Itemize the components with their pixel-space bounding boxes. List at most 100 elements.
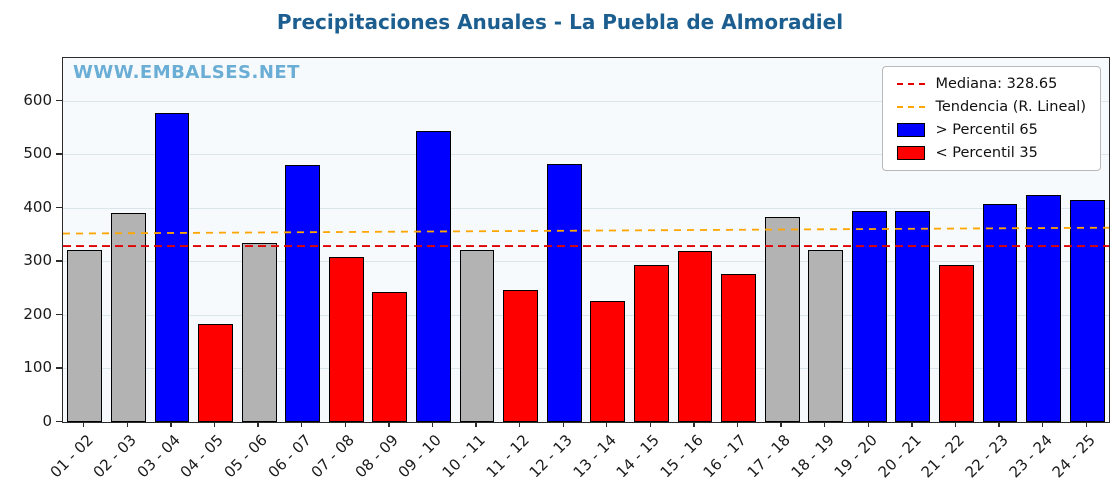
x-tick-mark [693, 422, 695, 427]
y-tick-mark [56, 367, 62, 369]
x-tick-mark [954, 422, 957, 427]
x-tick-label: 23 - 24 [1005, 431, 1056, 482]
legend-patch-swatch [897, 146, 926, 160]
legend: Mediana: 328.65 Tendencia (R. Lineal) > Pe… [882, 66, 1101, 171]
bar-16-17 [721, 273, 756, 422]
x-tick-label: 19 - 20 [830, 431, 882, 482]
y-tick-label: 500 [23, 144, 52, 163]
x-tick-label: 10 - 11 [438, 431, 489, 482]
x-tick-label: 24 - 25 [1048, 431, 1099, 482]
y-tick-label: 0 [42, 412, 52, 430]
x-tick-mark [170, 422, 172, 427]
legend-label: < Percentil 35 [935, 145, 1038, 161]
x-tick-mark [431, 422, 434, 427]
x-tick-mark [606, 422, 608, 427]
bar-23-24 [1026, 195, 1062, 422]
y-tick-mark [56, 99, 62, 102]
x-tick-label: 17 - 18 [743, 431, 794, 482]
x-tick-label: 02 - 03 [89, 431, 141, 482]
y-tick-label: 100 [23, 358, 52, 377]
bar-11-12 [503, 289, 539, 422]
x-tick-label: 15 - 16 [656, 431, 707, 482]
x-tick-mark [83, 422, 85, 427]
legend-label: Mediana: 328.65 [935, 76, 1058, 92]
legend-label: > Percentil 65 [935, 122, 1038, 138]
x-tick-label: 21 - 22 [917, 431, 969, 482]
x-tick-mark [824, 422, 826, 427]
bar-17-18 [764, 216, 800, 422]
bar-08-09 [372, 291, 408, 422]
x-tick-mark [736, 422, 739, 427]
bar-14-15 [633, 265, 669, 422]
bar-18-19 [808, 249, 844, 422]
legend-patch-swatch [897, 123, 926, 137]
x-tick-label: 01 - 02 [46, 431, 97, 482]
bar-06-07 [285, 164, 321, 422]
x-axis: 01 - 02 02 - 03 03 - 04 04 - 05 05 - 06 06 - … [46, 421, 1108, 499]
legend-item: Mediana: 328.65 [897, 76, 1086, 92]
x-tick-mark [649, 422, 652, 427]
x-tick-mark [213, 422, 216, 427]
legend-item: < Percentil 35 [897, 145, 1086, 161]
x-tick-label: 04 - 05 [176, 431, 228, 482]
bar-12-13 [546, 164, 582, 422]
bar-09-10 [416, 131, 451, 422]
legend-dashed-line-swatch [897, 106, 926, 108]
y-tick-mark [56, 421, 62, 423]
x-tick-mark [475, 422, 477, 427]
y-tick-label: 400 [23, 197, 52, 216]
bar-24-25 [1069, 199, 1105, 422]
bar-02-03 [110, 213, 146, 422]
x-tick-label: 03 - 04 [133, 431, 184, 482]
bar-15-16 [677, 251, 713, 422]
x-tick-label: 14 - 15 [612, 431, 664, 482]
y-tick-mark [56, 313, 62, 316]
legend-label: Tendencia (R. Lineal) [935, 99, 1086, 115]
gridline [63, 207, 1109, 209]
x-tick-mark [518, 422, 521, 427]
y-tick-mark [56, 153, 62, 155]
bar-07-08 [328, 257, 364, 422]
x-tick-mark [257, 422, 259, 427]
gridline [63, 261, 1109, 263]
bar-05-06 [241, 243, 277, 422]
x-tick-mark [344, 422, 346, 427]
bar-20-21 [895, 211, 931, 422]
gridline [63, 314, 1109, 316]
y-tick-mark [56, 206, 62, 209]
x-tick-label: 20 - 21 [874, 431, 925, 482]
plot-area: WWW.EMBALSES.NET Mediana: 328.65 Tendenci… [62, 57, 1110, 423]
y-tick-label: 300 [23, 251, 52, 270]
bar-10-11 [459, 249, 495, 422]
legend-item: > Percentil 65 [897, 122, 1086, 138]
bar-01-02 [67, 249, 103, 422]
x-tick-mark [867, 422, 869, 427]
x-tick-mark [126, 422, 129, 427]
x-tick-label: 07 - 08 [307, 431, 359, 482]
x-tick-label: 06 - 07 [264, 431, 315, 482]
gridline [63, 154, 1109, 156]
x-tick-label: 08 - 09 [351, 431, 402, 482]
x-tick-label: 12 - 13 [525, 431, 576, 482]
watermark: WWW.EMBALSES.NET [73, 62, 300, 83]
x-tick-label: 11 - 12 [482, 431, 533, 482]
bar-04-05 [198, 324, 233, 422]
legend-dashed-line-swatch [897, 83, 926, 85]
bar-21-22 [939, 265, 974, 422]
x-tick-mark [301, 422, 303, 427]
x-tick-label: 05 - 06 [220, 431, 271, 482]
gridline [63, 368, 1109, 370]
x-tick-mark [780, 422, 782, 427]
bar-22-23 [982, 203, 1018, 422]
x-tick-label: 09 - 10 [394, 431, 446, 482]
x-tick-mark [562, 422, 564, 427]
y-tick-mark [56, 260, 62, 262]
chart-title: Precipitaciones Anuales - La Puebla de A… [276, 10, 844, 34]
legend-item: Tendencia (R. Lineal) [897, 99, 1086, 115]
x-tick-mark [388, 422, 390, 427]
x-tick-label: 13 - 14 [569, 431, 620, 482]
bar-13-14 [590, 300, 626, 422]
bar-03-04 [154, 113, 190, 422]
x-tick-mark [911, 422, 913, 427]
